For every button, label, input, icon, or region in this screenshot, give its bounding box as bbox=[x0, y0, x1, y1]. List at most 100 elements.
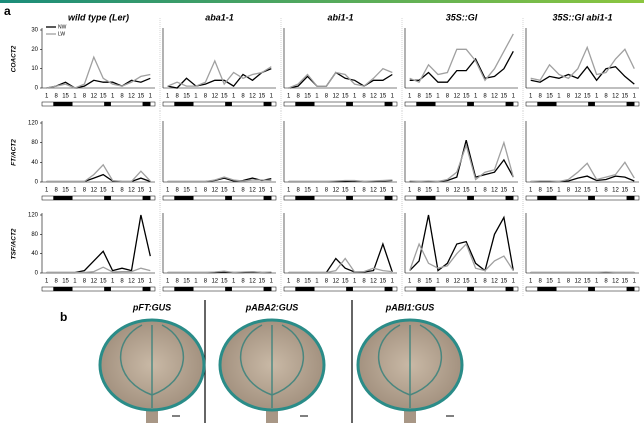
x-tick-label: 12 bbox=[211, 94, 218, 100]
x-tick-label: 1 bbox=[557, 188, 561, 194]
x-tick-label: 8 bbox=[83, 94, 87, 100]
night-segment bbox=[143, 287, 151, 291]
x-tick-label: 12 bbox=[491, 188, 498, 194]
x-tick-label: 8 bbox=[120, 188, 124, 194]
x-tick-label: 12 bbox=[332, 279, 339, 285]
x-tick-label: 1 bbox=[512, 188, 516, 194]
x-tick-label: 15 bbox=[100, 94, 107, 100]
x-tick-label: 1 bbox=[194, 279, 198, 285]
header-bar bbox=[0, 0, 644, 3]
image-title: pABI1:GUS bbox=[385, 302, 435, 312]
x-tick-label: 1 bbox=[436, 188, 440, 194]
x-tick-label: 15 bbox=[463, 279, 470, 285]
x-tick-label: 1 bbox=[270, 94, 274, 100]
x-tick-label: 1 bbox=[512, 94, 516, 100]
x-tick-label: 1 bbox=[194, 188, 198, 194]
night-segment bbox=[416, 102, 435, 106]
night-segment bbox=[174, 287, 193, 291]
night-segment bbox=[467, 102, 474, 106]
x-tick-label: 1 bbox=[474, 94, 478, 100]
series-line bbox=[289, 180, 393, 182]
y-axis-label: FT/ACT2 bbox=[11, 139, 18, 166]
x-tick-label: 1 bbox=[408, 279, 412, 285]
chart-title: 35S::GI abi1-1 bbox=[552, 12, 612, 22]
x-tick-label: 12 bbox=[332, 94, 339, 100]
x-tick-label: 8 bbox=[83, 279, 87, 285]
x-tick-label: 1 bbox=[73, 279, 77, 285]
x-tick-label: 8 bbox=[604, 279, 608, 285]
x-tick-label: 1 bbox=[633, 279, 637, 285]
x-tick-label: 8 bbox=[296, 188, 300, 194]
night-segment bbox=[588, 102, 595, 106]
x-tick-label: 1 bbox=[529, 188, 533, 194]
series-line bbox=[47, 165, 151, 182]
x-tick-label: 8 bbox=[446, 279, 450, 285]
x-tick-label: 15 bbox=[62, 94, 69, 100]
x-tick-label: 15 bbox=[380, 94, 387, 100]
image-title: pFT:GUS bbox=[132, 302, 171, 312]
x-tick-label: 8 bbox=[204, 279, 208, 285]
night-segment bbox=[295, 196, 314, 200]
x-tick-label: 15 bbox=[380, 188, 387, 194]
x-tick-label: 12 bbox=[491, 94, 498, 100]
x-tick-label: 1 bbox=[73, 94, 77, 100]
night-segment bbox=[295, 102, 314, 106]
x-tick-label: 1 bbox=[353, 94, 357, 100]
x-tick-label: 1 bbox=[232, 188, 236, 194]
night-segment bbox=[467, 196, 474, 200]
x-tick-label: 12 bbox=[249, 188, 256, 194]
night-segment bbox=[506, 196, 514, 200]
night-segment bbox=[225, 287, 232, 291]
x-tick-label: 1 bbox=[166, 279, 170, 285]
chart-title: 35S::GI bbox=[446, 12, 478, 22]
night-segment bbox=[143, 102, 151, 106]
x-tick-label: 8 bbox=[204, 188, 208, 194]
x-tick-label: 12 bbox=[249, 279, 256, 285]
x-tick-label: 1 bbox=[391, 188, 395, 194]
night-segment bbox=[53, 196, 72, 200]
x-tick-label: 15 bbox=[546, 94, 553, 100]
x-tick-label: 15 bbox=[546, 188, 553, 194]
x-tick-label: 1 bbox=[232, 94, 236, 100]
x-tick-label: 1 bbox=[557, 94, 561, 100]
series-line bbox=[289, 244, 393, 273]
x-tick-label: 1 bbox=[529, 94, 533, 100]
x-tick-label: 8 bbox=[325, 279, 329, 285]
x-tick-label: 15 bbox=[501, 94, 508, 100]
x-tick-label: 12 bbox=[90, 188, 97, 194]
x-tick-label: 12 bbox=[491, 279, 498, 285]
series-line bbox=[531, 47, 635, 80]
x-tick-label: 12 bbox=[453, 188, 460, 194]
y-tick-label: 40 bbox=[31, 160, 38, 166]
x-tick-label: 1 bbox=[149, 279, 153, 285]
x-tick-label: 12 bbox=[90, 94, 97, 100]
x-tick-label: 12 bbox=[211, 188, 218, 194]
panel-label: b bbox=[60, 310, 67, 324]
x-tick-label: 1 bbox=[353, 279, 357, 285]
x-tick-label: 15 bbox=[380, 279, 387, 285]
x-tick-label: 8 bbox=[362, 188, 366, 194]
x-tick-label: 8 bbox=[241, 94, 245, 100]
panel-label: a bbox=[4, 4, 11, 18]
x-tick-label: 1 bbox=[315, 188, 319, 194]
x-tick-label: 15 bbox=[501, 188, 508, 194]
x-tick-label: 8 bbox=[362, 279, 366, 285]
x-tick-label: 1 bbox=[166, 188, 170, 194]
x-tick-label: 1 bbox=[45, 94, 49, 100]
x-tick-label: 1 bbox=[45, 188, 49, 194]
x-tick-label: 15 bbox=[259, 94, 266, 100]
night-segment bbox=[537, 287, 556, 291]
night-segment bbox=[143, 196, 151, 200]
night-segment bbox=[104, 196, 111, 200]
x-tick-label: 1 bbox=[595, 188, 599, 194]
x-tick-label: 1 bbox=[166, 94, 170, 100]
y-tick-label: 120 bbox=[28, 121, 39, 127]
night-segment bbox=[416, 196, 435, 200]
night-segment bbox=[225, 102, 232, 106]
series-line bbox=[410, 244, 514, 271]
x-tick-label: 1 bbox=[595, 94, 599, 100]
x-tick-label: 15 bbox=[425, 94, 432, 100]
x-tick-label: 1 bbox=[512, 279, 516, 285]
series-line bbox=[47, 215, 151, 273]
night-segment bbox=[506, 287, 514, 291]
